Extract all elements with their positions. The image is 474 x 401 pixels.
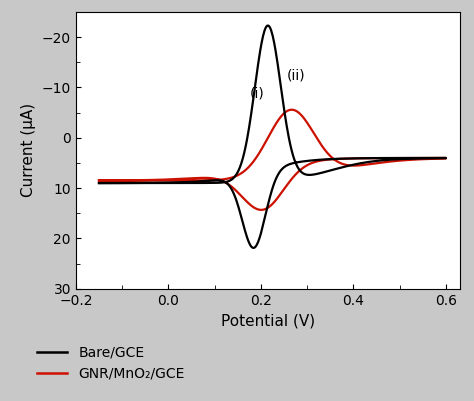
Y-axis label: Current (μA): Current (μA) [21,103,36,197]
Text: (ii): (ii) [286,69,305,83]
Text: (i): (i) [249,87,264,101]
Legend: Bare/GCE, GNR/MnO₂/GCE: Bare/GCE, GNR/MnO₂/GCE [36,346,185,381]
X-axis label: Potential (V): Potential (V) [221,313,315,328]
